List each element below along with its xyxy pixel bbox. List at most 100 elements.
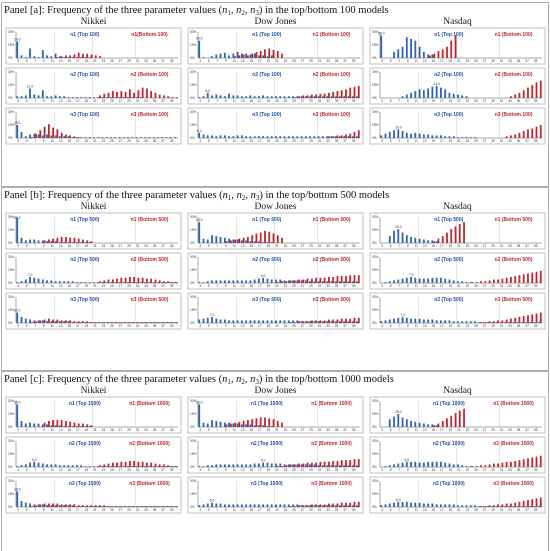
market-title: Nikkei (81, 202, 107, 212)
bar-top (88, 97, 91, 98)
x-tick-label: 17 (76, 428, 80, 432)
y-tick-label: 0% (372, 96, 377, 100)
subplot-nikkei-n2: 30%15%0%3 5 7 9 11 13 15 17 19 21 23 25 27 29 31 33 35 37… (5, 436, 182, 474)
bar-top (37, 95, 40, 98)
x-tick-label: 17 (258, 428, 262, 432)
bar-top (418, 278, 421, 283)
x-tick-label: 25 (292, 324, 296, 328)
bar-bottom (302, 505, 305, 507)
bar-bottom (315, 462, 318, 467)
bar-top (161, 506, 164, 507)
x-tick-label: 33 (508, 508, 512, 512)
x-tick-label: 39 (352, 428, 356, 432)
bar-bottom (480, 465, 482, 467)
bar-top (529, 506, 532, 507)
bar-top (245, 280, 248, 283)
data-label: 7.0 (400, 313, 405, 317)
bar-top (223, 319, 226, 323)
bar-top (258, 320, 260, 323)
x-tick-label: 23 (284, 244, 288, 248)
x-tick-label: 13 (241, 139, 245, 143)
series-label-top: n1 (Top 100) (252, 32, 281, 38)
bar-bottom (514, 317, 517, 323)
bar-bottom (146, 322, 148, 323)
bar-top (157, 466, 159, 467)
data-label: 26.0 (378, 31, 385, 35)
bar-top (292, 280, 294, 283)
bar-top (397, 414, 400, 427)
bar-top (334, 321, 337, 323)
bar-top (215, 318, 218, 323)
x-tick-label: 37 (525, 508, 529, 512)
x-tick-label: 15 (68, 99, 72, 103)
bar-top (206, 281, 209, 283)
x-tick-label: 9 (43, 508, 45, 512)
bar-bottom (281, 237, 283, 243)
x-tick-label: 25 (110, 244, 114, 248)
x-tick-label: 33 (326, 468, 330, 472)
x-tick-label: 35 (335, 139, 339, 143)
bar-top (249, 54, 252, 58)
x-tick-label: 17 (258, 324, 262, 328)
bar-top (114, 97, 117, 98)
bar-top (105, 322, 108, 323)
bar-top (165, 466, 168, 467)
panel-title: Panel [c]: Frequency of the three parame… (4, 374, 394, 386)
bar-top (486, 506, 489, 507)
bar-bottom (163, 281, 165, 283)
bar-top (144, 466, 147, 467)
bar-top (249, 280, 252, 283)
bar-bottom (163, 464, 165, 467)
x-tick-label: 15 (432, 59, 436, 63)
x-tick-label: 11 (51, 508, 55, 512)
x-tick-label: 21 (93, 99, 97, 103)
bar-top (266, 278, 269, 283)
bar-bottom (56, 503, 59, 507)
x-tick-label: 25 (292, 284, 296, 288)
subplot-dow-jones-n1: 30%15%0%3 5 7 9 11 13 15 17 19 21 23 25 27 29 31 33 35 37… (187, 212, 364, 250)
x-tick-label: 19 (267, 428, 271, 432)
bar-bottom (259, 417, 262, 427)
bar-bottom (539, 80, 542, 98)
x-tick-label: 7 (216, 284, 218, 288)
bar-top (33, 94, 36, 98)
bar-top (343, 96, 346, 98)
bar-bottom (234, 422, 237, 427)
bar-top (401, 96, 404, 98)
bar-top (300, 136, 303, 138)
bar-top (88, 57, 91, 58)
x-tick-label: 33 (508, 244, 512, 248)
bar-bottom (306, 462, 309, 467)
x-tick-label: 9 (43, 59, 45, 63)
bar-bottom (323, 504, 326, 507)
series-label-bottom: n1 (Bottom 500) (495, 217, 533, 223)
bar-top (296, 320, 299, 323)
bar-top (219, 236, 222, 243)
bar-bottom (52, 238, 55, 243)
bar-bottom (167, 465, 170, 467)
bar-top (393, 502, 395, 507)
bar-top (84, 426, 87, 427)
x-tick-label: 37 (343, 99, 347, 103)
bar-top (258, 96, 260, 98)
bar-top (422, 503, 425, 507)
bar-top (88, 282, 91, 283)
x-tick-label: 33 (326, 59, 330, 63)
bar-bottom (336, 460, 339, 467)
bar-top (16, 312, 19, 323)
bar-bottom (65, 420, 67, 427)
x-tick-label: 15 (432, 468, 436, 472)
bar-top (245, 96, 248, 98)
bar-top (24, 95, 27, 98)
bar-bottom (522, 459, 525, 467)
y-tick-label: 0% (190, 425, 195, 429)
series-label-bottom: n2 (Bottom 100) (313, 72, 351, 78)
bar-bottom (107, 463, 110, 467)
bar-bottom (154, 463, 157, 467)
x-tick-label: 25 (292, 428, 296, 432)
x-tick-label: 15 (250, 324, 254, 328)
x-tick-label: 37 (343, 59, 347, 63)
bar-top (262, 95, 265, 98)
x-tick-label: 39 (352, 508, 356, 512)
bar-bottom (349, 133, 352, 138)
